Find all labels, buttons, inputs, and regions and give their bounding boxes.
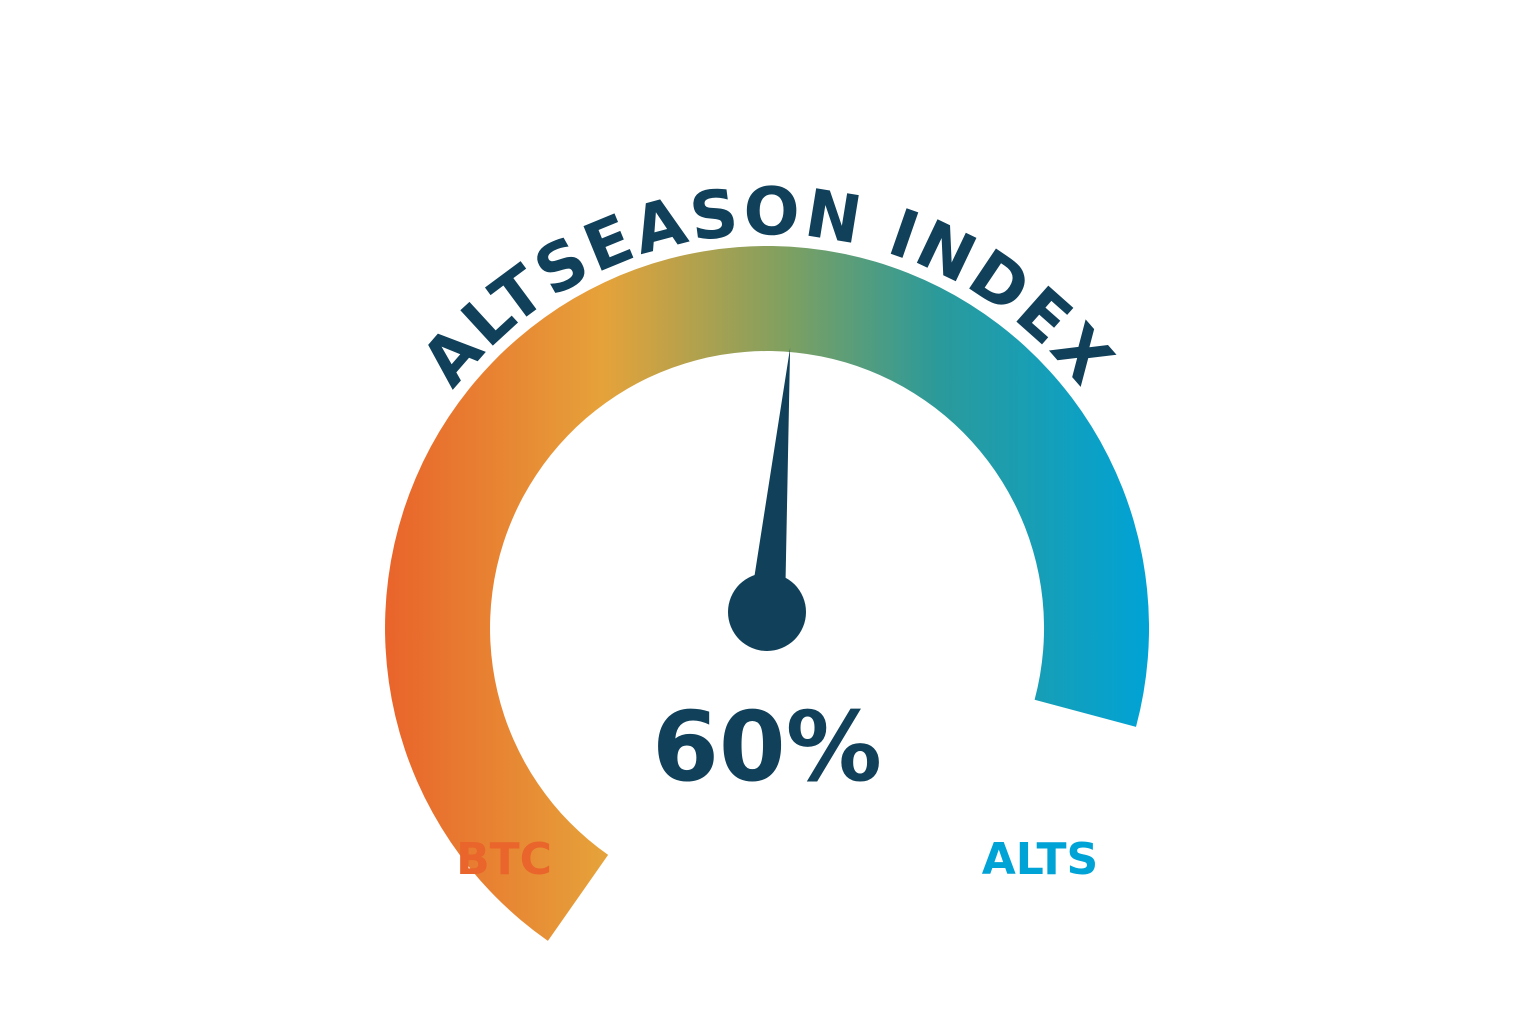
gauge-needle <box>749 348 791 614</box>
alts-label: ALTS <box>982 834 1099 885</box>
gauge-arc <box>385 245 1150 941</box>
needle-hub <box>728 573 806 651</box>
gauge-value: 60% <box>652 691 882 803</box>
btc-label: BTC <box>456 834 552 885</box>
